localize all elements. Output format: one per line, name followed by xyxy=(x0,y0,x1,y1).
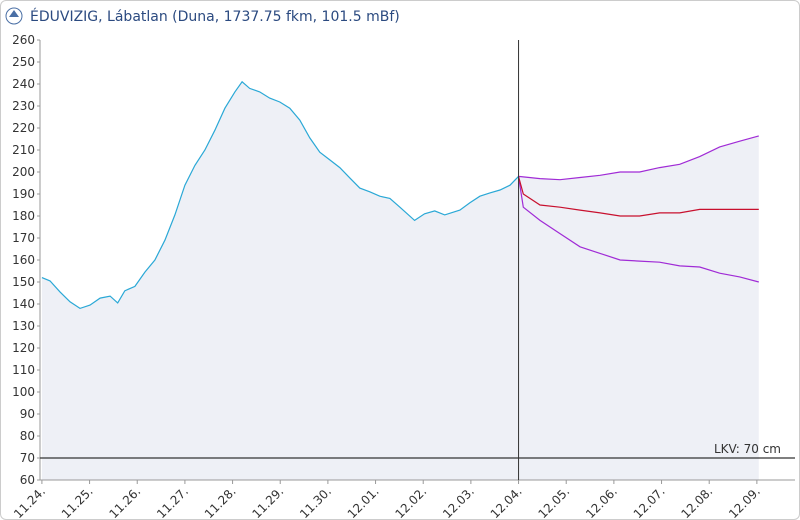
x-tick-label: 11.25. xyxy=(59,484,96,520)
y-tick-label: 240 xyxy=(12,77,35,91)
area xyxy=(518,135,759,480)
y-tick-label: 110 xyxy=(12,363,35,377)
x-tick-label: 11.28. xyxy=(202,484,239,520)
line xyxy=(517,176,759,217)
y-tick-label: 210 xyxy=(12,143,35,157)
y-tick-label: 140 xyxy=(12,297,35,311)
y-tick-label: 220 xyxy=(12,121,35,135)
y-tick-label: 190 xyxy=(12,187,35,201)
x-tick-label: 11.29. xyxy=(249,484,286,520)
x-tick-label: 12.06. xyxy=(583,484,620,520)
x-tick-label: 12.05. xyxy=(535,484,572,520)
y-tick-label: 100 xyxy=(12,385,35,399)
y-tick-label: 90 xyxy=(20,407,35,421)
x-tick-label: 12.08. xyxy=(678,484,715,520)
y-tick-label: 120 xyxy=(12,341,35,355)
x-tick-label: 12.03. xyxy=(440,484,477,520)
y-tick-label: 250 xyxy=(12,55,35,69)
x-tick-label: 11.30. xyxy=(297,484,334,520)
y-tick-label: 70 xyxy=(20,451,35,465)
y-tick-label: 160 xyxy=(12,253,35,267)
y-tick-label: 130 xyxy=(12,319,35,333)
y-tick-label: 150 xyxy=(12,275,35,289)
line xyxy=(517,176,759,283)
x-tick-label: 11.27. xyxy=(154,484,191,520)
x-tick-label: 11.24. xyxy=(11,484,48,520)
x-tick-label: 12.07. xyxy=(631,484,668,520)
line xyxy=(518,135,759,181)
y-tick-label: 180 xyxy=(12,209,35,223)
x-tick-label: 12.09. xyxy=(726,484,763,520)
x-tick-label: 12.02. xyxy=(392,484,429,520)
y-tick-label: 170 xyxy=(12,231,35,245)
y-tick-label: 260 xyxy=(12,33,35,47)
x-tick-label: 12.01. xyxy=(345,484,382,520)
y-tick-label: 80 xyxy=(20,429,35,443)
chart-title: ÉDUVIZIG, Lábatlan (Duna, 1737.75 fkm, 1… xyxy=(30,8,400,25)
reference-label: LKV: 70 cm xyxy=(714,442,781,456)
y-tick-label: 230 xyxy=(12,99,35,113)
x-tick-label: 11.26. xyxy=(106,484,143,520)
x-tick-label: 12.04. xyxy=(488,484,525,520)
line xyxy=(41,80,519,310)
y-tick-label: 60 xyxy=(20,473,35,487)
y-tick-label: 200 xyxy=(12,165,35,179)
logo xyxy=(5,7,23,25)
area xyxy=(41,81,519,481)
